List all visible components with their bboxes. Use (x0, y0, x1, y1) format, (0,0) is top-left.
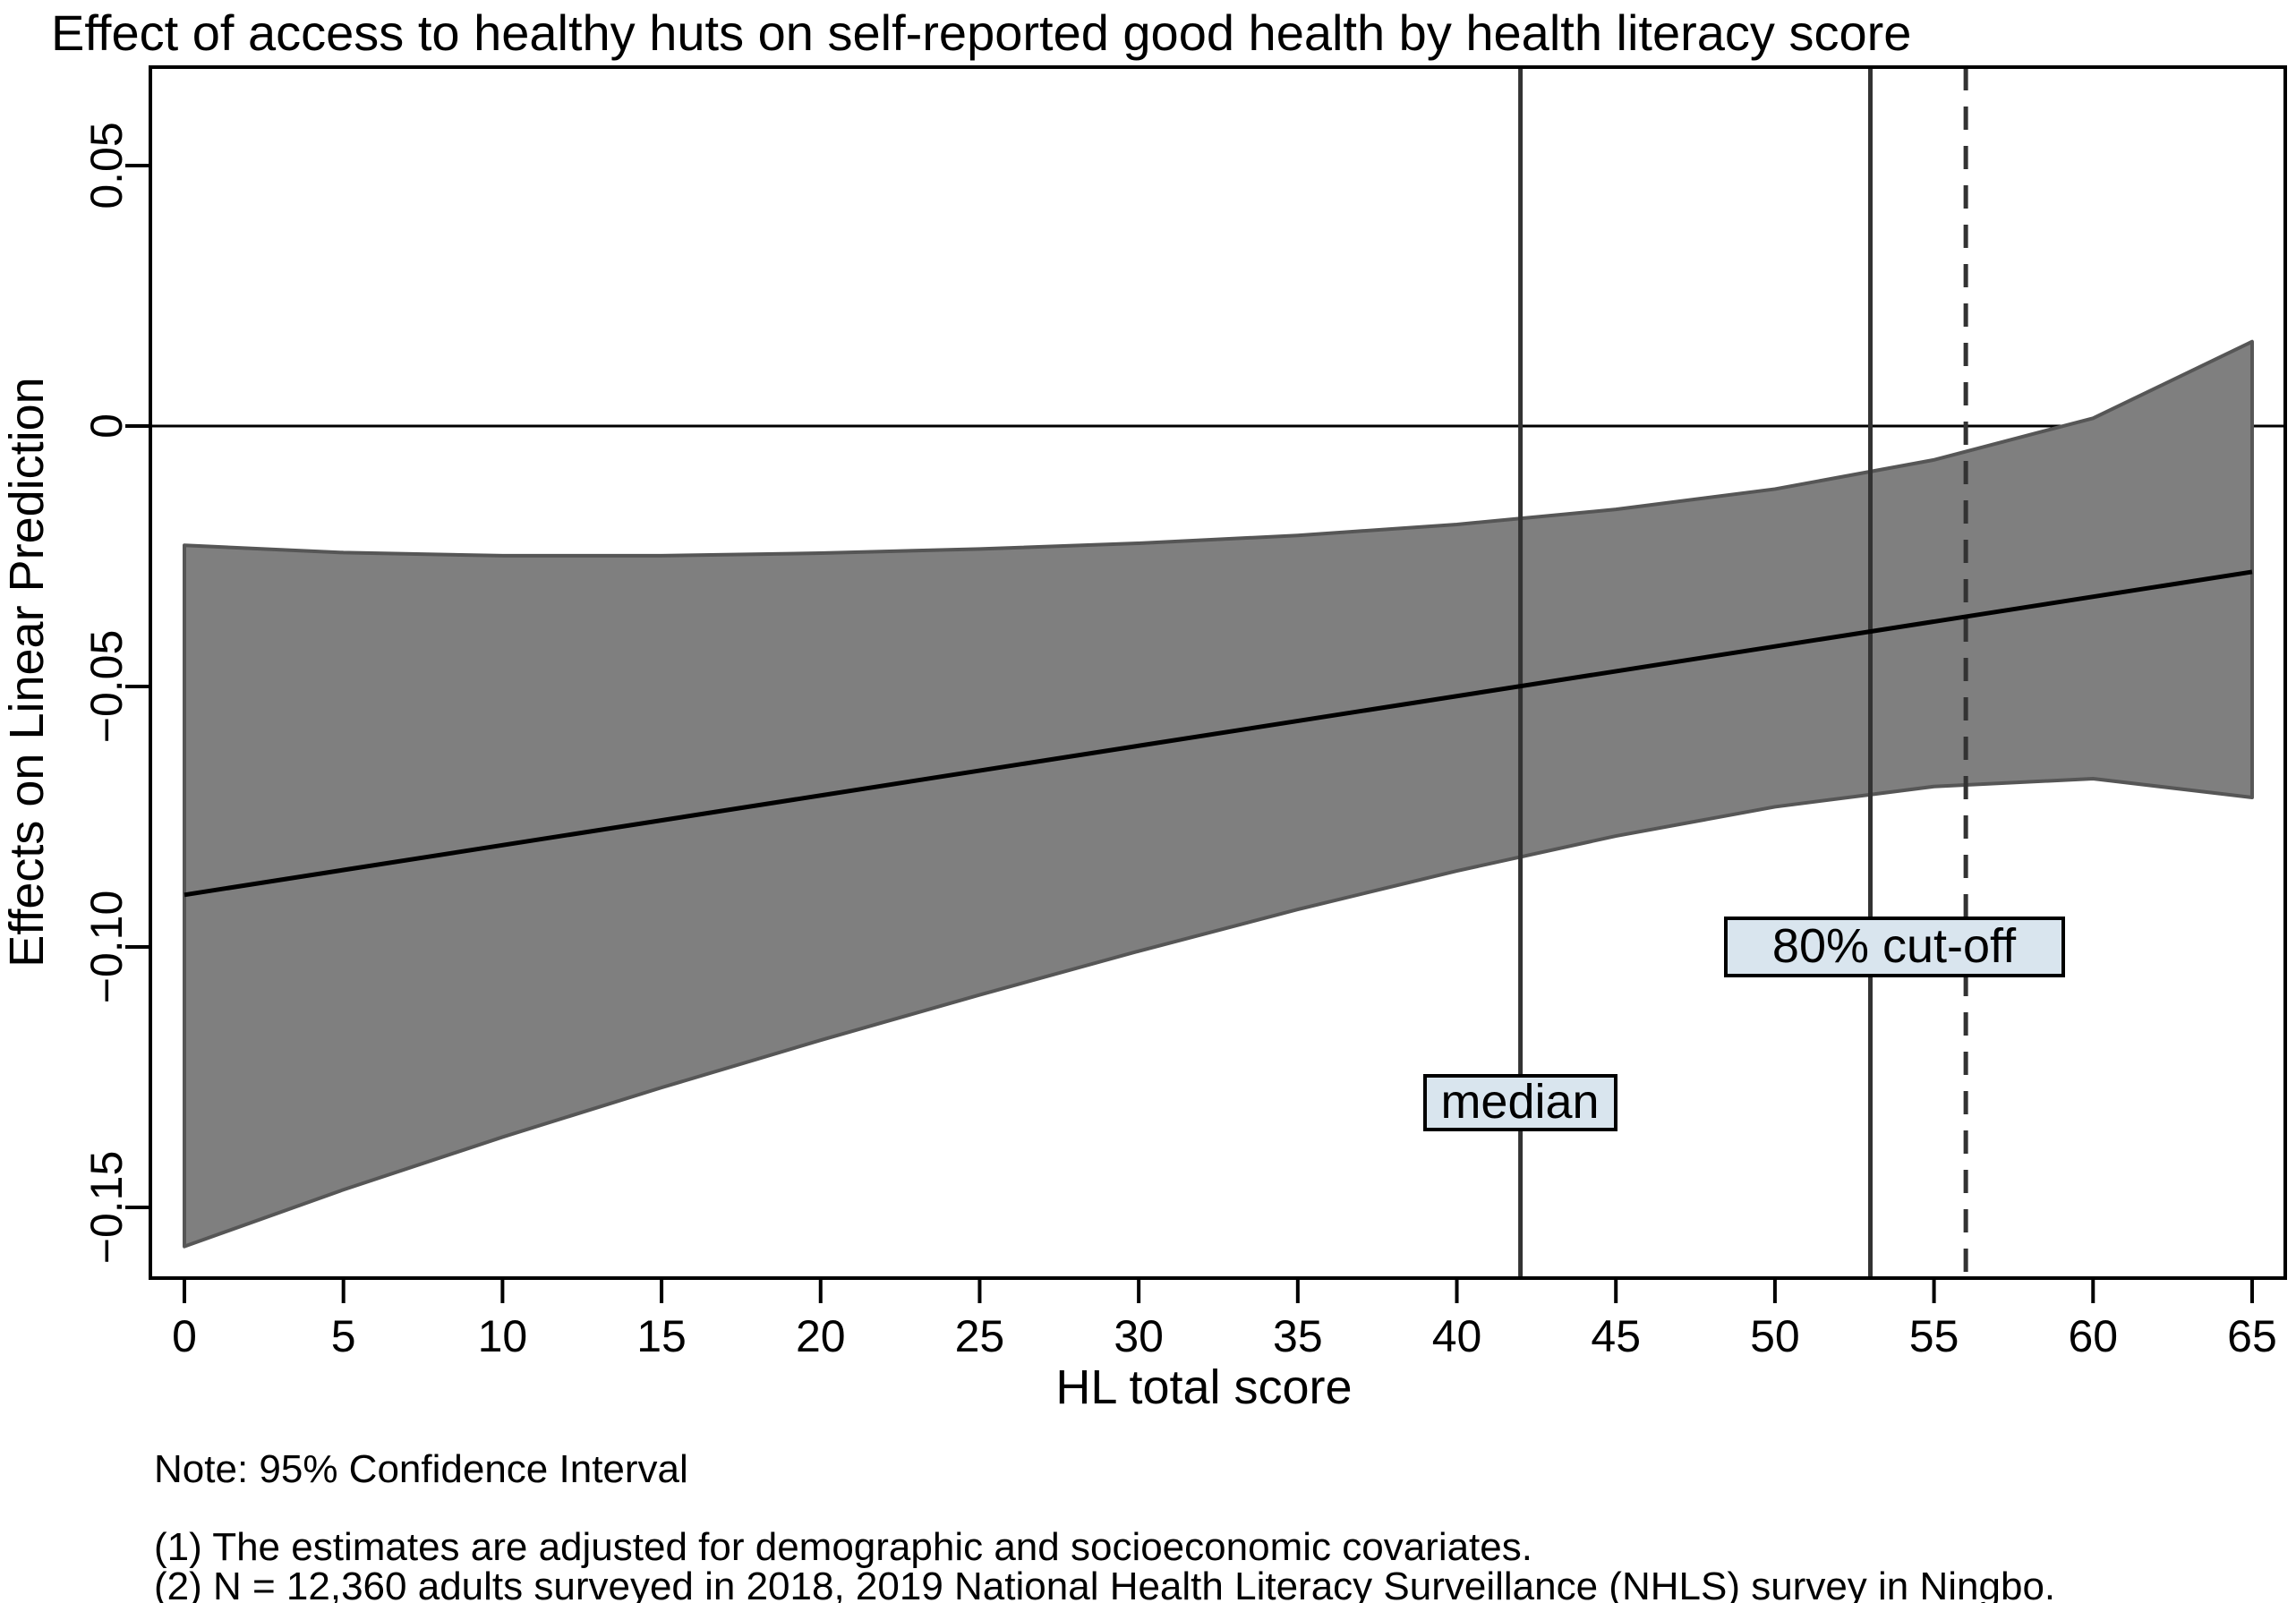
x-tick-label: 15 (636, 1311, 687, 1361)
note-line-3: (2) N = 12,360 adults surveyed in 2018, … (154, 1565, 2055, 1603)
x-tick-label: 10 (478, 1311, 528, 1361)
note-line-1: Note: 95% Confidence Interval (154, 1447, 688, 1491)
x-axis-title: HL total score (1055, 1360, 1352, 1414)
note-line-2: (1) The estimates are adjusted for demog… (154, 1525, 1532, 1569)
ci-band-polygon (183, 339, 2254, 1249)
y-tick-label: −0.10 (81, 891, 132, 1004)
chart-title: Effect of access to healthy huts on self… (51, 4, 1911, 61)
y-tick-label: 0 (81, 414, 132, 439)
y-axis-ticks: 0.05 0 −0.05 −0.10 −0.15 (81, 122, 150, 1264)
plot-border (149, 65, 2287, 1280)
ci-band (183, 339, 2254, 1249)
x-axis-ticks: 0 5 10 15 20 25 30 35 40 45 50 55 60 65 (172, 1278, 2277, 1361)
cutoff-label: 80% cut-off (1772, 919, 2017, 973)
y-axis-title: Effects on Linear Prediction (0, 377, 54, 967)
x-tick-label: 25 (955, 1311, 1005, 1361)
median-annotation: median (1423, 1074, 1617, 1131)
y-tick-label: −0.15 (81, 1151, 132, 1265)
cutoff-label-box (1724, 917, 2065, 977)
median-label-box (1423, 1074, 1617, 1131)
x-tick-label: 50 (1750, 1311, 1800, 1361)
median-label: median (1440, 1075, 1599, 1129)
x-tick-label: 40 (1432, 1311, 1482, 1361)
x-tick-label: 0 (172, 1311, 197, 1361)
x-tick-label: 55 (1909, 1311, 1959, 1361)
x-tick-label: 45 (1591, 1311, 1641, 1361)
x-tick-label: 35 (1273, 1311, 1323, 1361)
y-tick-label: 0.05 (81, 122, 132, 209)
effect-line (184, 569, 2253, 898)
cutoff-annotation: 80% cut-off (1724, 917, 2065, 977)
x-tick-label: 20 (796, 1311, 846, 1361)
x-tick-label: 30 (1114, 1311, 1164, 1361)
y-tick-label: −0.05 (81, 630, 132, 744)
x-tick-label: 5 (331, 1311, 356, 1361)
plot-area: 0.05 0 −0.05 −0.10 −0.15 0 5 10 15 20 25 30 35 40 45 5… (81, 65, 2287, 1361)
x-tick-label: 60 (2068, 1311, 2118, 1361)
x-tick-label: 65 (2227, 1311, 2277, 1361)
